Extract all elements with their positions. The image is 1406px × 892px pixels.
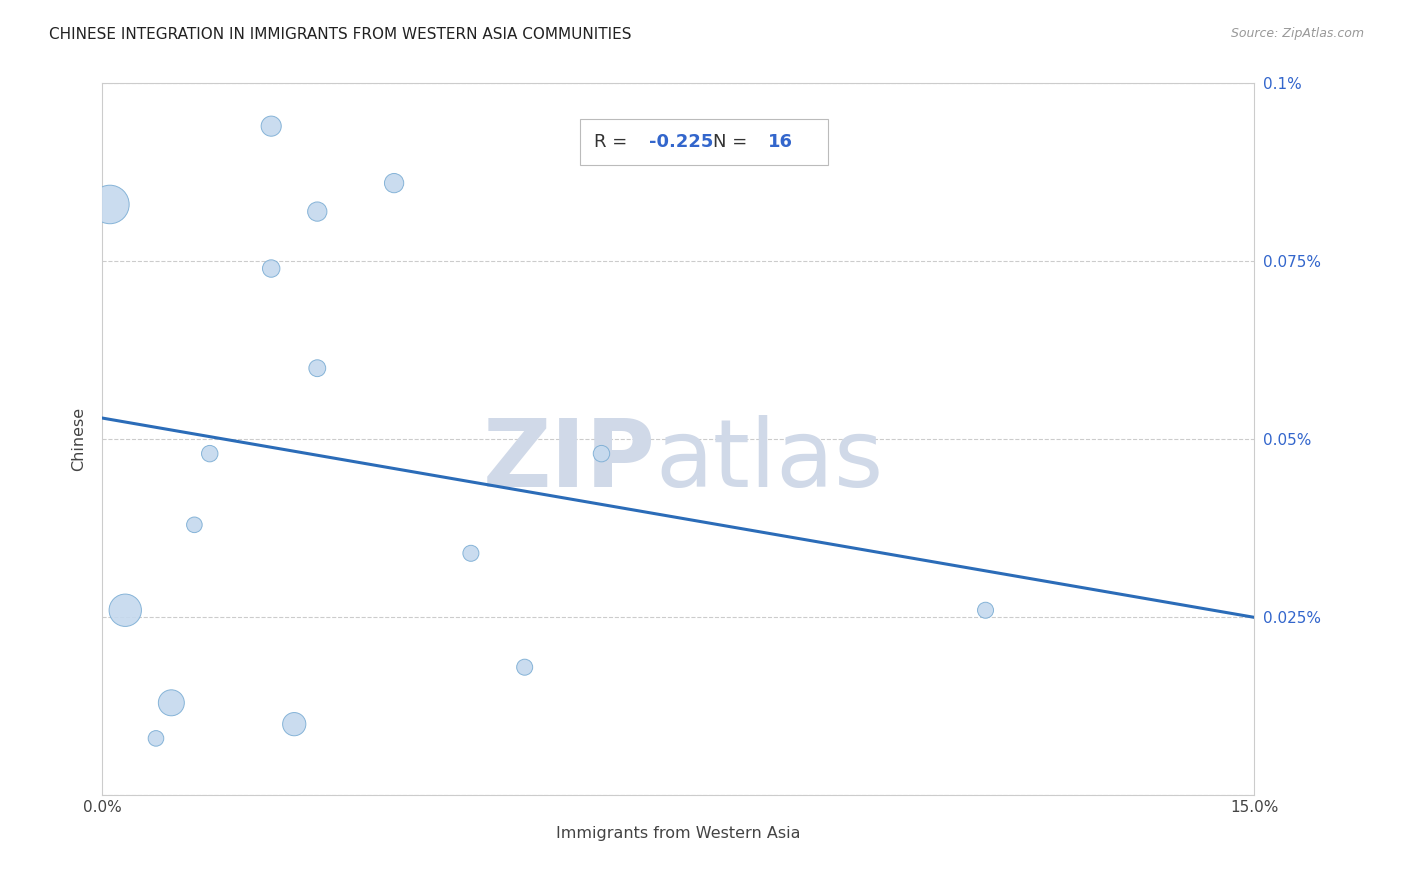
Y-axis label: Chinese: Chinese bbox=[72, 408, 86, 472]
Point bbox=[114, 603, 136, 617]
Text: -0.225: -0.225 bbox=[650, 133, 714, 151]
Text: atlas: atlas bbox=[655, 415, 883, 507]
X-axis label: Immigrants from Western Asia: Immigrants from Western Asia bbox=[555, 826, 800, 841]
Point bbox=[283, 717, 305, 731]
Point bbox=[260, 261, 283, 276]
Point bbox=[183, 517, 205, 532]
Point bbox=[974, 603, 997, 617]
Text: CHINESE INTEGRATION IN IMMIGRANTS FROM WESTERN ASIA COMMUNITIES: CHINESE INTEGRATION IN IMMIGRANTS FROM W… bbox=[49, 27, 631, 42]
Text: Source: ZipAtlas.com: Source: ZipAtlas.com bbox=[1230, 27, 1364, 40]
Point bbox=[591, 447, 613, 461]
Point bbox=[98, 197, 121, 211]
Text: R =: R = bbox=[595, 133, 633, 151]
Point bbox=[307, 204, 329, 219]
Point bbox=[460, 546, 482, 560]
Point bbox=[382, 176, 405, 190]
Point bbox=[513, 660, 536, 674]
Point bbox=[307, 361, 329, 376]
Point bbox=[198, 447, 221, 461]
Point bbox=[145, 731, 167, 746]
Point bbox=[160, 696, 183, 710]
FancyBboxPatch shape bbox=[581, 119, 828, 165]
Text: ZIP: ZIP bbox=[482, 415, 655, 507]
Text: N =: N = bbox=[713, 133, 752, 151]
Text: 16: 16 bbox=[768, 133, 793, 151]
Point bbox=[260, 119, 283, 133]
